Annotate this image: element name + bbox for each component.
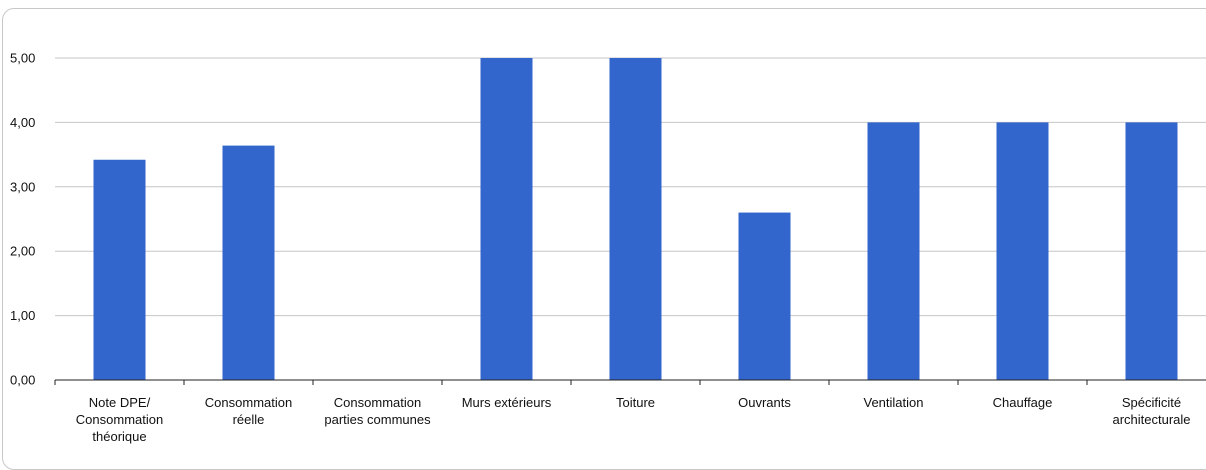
category-label-line: Chauffage xyxy=(993,395,1053,410)
category-label: Murs extérieurs xyxy=(462,395,552,410)
bar xyxy=(996,122,1049,381)
category-label: Consommation réelle xyxy=(205,395,292,427)
category-label: Toiture xyxy=(616,395,655,410)
y-tick-label: 1,00 xyxy=(10,308,35,323)
category-label: Consommation parties communes xyxy=(324,395,431,427)
bar xyxy=(609,58,662,380)
category-label: Ouvrants xyxy=(738,395,791,410)
category-label-line: Murs extérieurs xyxy=(462,395,552,410)
category-label-line: parties communes xyxy=(324,412,431,427)
category-label: Chauffage xyxy=(993,395,1053,410)
category-label-line: Consommation xyxy=(334,395,421,410)
bar xyxy=(480,58,533,380)
category-label-line: Ventilation xyxy=(864,395,924,410)
bar xyxy=(867,122,920,381)
category-label-line: Consommation xyxy=(205,395,292,410)
category-label: Spécificité architecturale xyxy=(1112,395,1190,427)
category-label: Ventilation xyxy=(864,395,924,410)
y-tick-label: 5,00 xyxy=(10,51,35,66)
bar xyxy=(93,159,146,380)
bar xyxy=(738,212,791,380)
bar xyxy=(1125,122,1178,381)
category-label-line: Consommation xyxy=(76,412,163,427)
bar xyxy=(222,145,275,380)
y-tick-label: 3,00 xyxy=(10,179,35,194)
category-label-line: architecturale xyxy=(1112,412,1190,427)
category-label: Note DPE/Consommation théorique xyxy=(76,395,163,444)
y-tick-label: 0,00 xyxy=(10,373,35,388)
category-label-line: Note DPE/ xyxy=(89,395,151,410)
y-tick-label: 2,00 xyxy=(10,244,35,259)
category-label-line: théorique xyxy=(92,429,146,444)
y-tick-label: 4,00 xyxy=(10,115,35,130)
category-label-line: Toiture xyxy=(616,395,655,410)
category-label-line: Spécificité xyxy=(1122,395,1181,410)
bar-chart: 0,00 1,00 2,00 3,00 4,00 5,00 Note DPE/Consomm… xyxy=(10,51,1206,444)
category-label-line: réelle xyxy=(233,412,265,427)
category-label-line: Ouvrants xyxy=(738,395,791,410)
